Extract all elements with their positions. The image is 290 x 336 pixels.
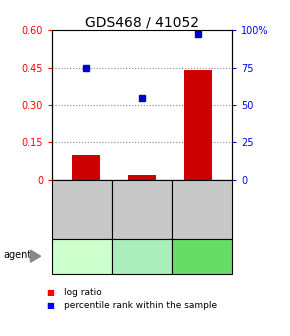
Text: ■: ■ (46, 288, 54, 297)
Text: DITPA: DITPA (127, 251, 157, 261)
Text: agent: agent (3, 250, 31, 259)
Text: CGS: CGS (191, 251, 213, 261)
Text: GSM9163: GSM9163 (137, 187, 147, 231)
Text: GSM9188: GSM9188 (197, 187, 206, 231)
Text: GSM9183: GSM9183 (78, 187, 87, 231)
Bar (128, 175, 156, 180)
Bar (184, 70, 212, 180)
Text: log ratio: log ratio (64, 288, 102, 297)
Text: percentile rank within the sample: percentile rank within the sample (64, 301, 217, 310)
Title: GDS468 / 41052: GDS468 / 41052 (85, 15, 199, 29)
Bar (72, 155, 100, 180)
Text: ■: ■ (46, 301, 54, 310)
Text: T3: T3 (76, 251, 89, 261)
